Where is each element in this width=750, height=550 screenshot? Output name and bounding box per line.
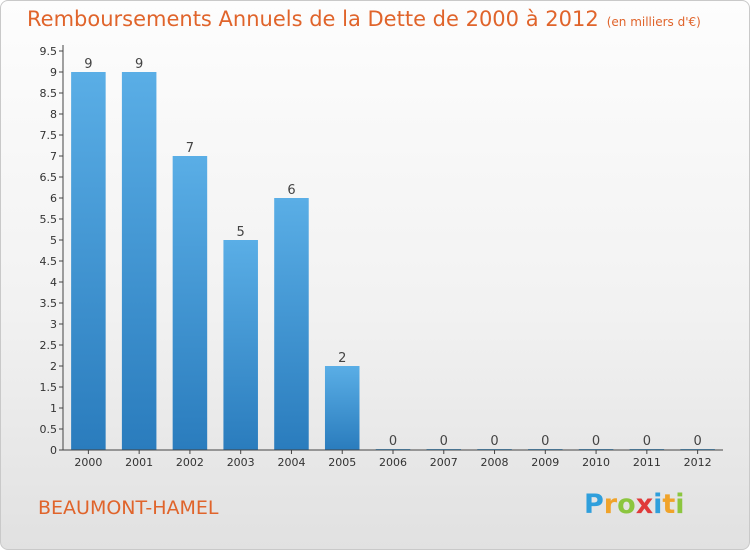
y-tick-label: 3 [50,318,57,331]
x-tick-label-2000: 2000 [74,456,102,469]
y-tick-label: 0.5 [40,423,58,436]
bar-2001 [121,72,157,450]
chart-subtitle: (en milliers d'€) [606,15,701,29]
data-label-2003: 5 [237,225,245,240]
x-tick-label-2007: 2007 [430,456,458,469]
data-label-2002: 7 [186,141,194,156]
bars [71,72,715,450]
logo-letter: r [603,489,618,520]
x-tick-label-2006: 2006 [379,456,407,469]
y-tick-label: 1.5 [40,381,58,394]
y-tick-label: 1 [50,402,57,415]
x-tick-label-2002: 2002 [176,456,204,469]
data-label-2004: 6 [287,183,295,198]
commune-name: BEAUMONT-HAMEL [38,497,219,519]
y-axis: 0 0.5 1 1.5 2 2.5 3 3.5 4 4.5 5 5.5 6 6.5 7 7.5 8 8.5 9 9.5 [40,45,64,457]
y-tick-label: 3.5 [40,297,58,310]
y-tick-label: 5.5 [40,213,58,226]
data-label-2012: 0 [693,434,701,449]
bar-2005 [324,366,360,450]
logo-letter: i [653,489,663,520]
logo-letter: i [675,489,685,520]
data-label-2010: 0 [592,434,600,449]
y-tick-label: 4.5 [40,255,58,268]
y-tick-label: 9 [50,66,57,79]
x-tick-label-2004: 2004 [277,456,305,469]
y-tick-label: 7 [50,150,57,163]
logo-letter: x [635,489,654,520]
data-label-2006: 0 [389,434,397,449]
data-label-2008: 0 [490,434,498,449]
x-tick-label-2005: 2005 [328,456,356,469]
y-tick-label: 2.5 [40,339,58,352]
x-tick-label-2009: 2009 [531,456,559,469]
data-label-2005: 2 [338,351,346,366]
bar-2000 [71,72,106,450]
logo-letter: t [662,489,676,520]
y-tick-label: 6 [50,192,57,205]
bar-2002 [172,156,208,450]
x-tick-label-2012: 2012 [684,456,712,469]
y-tick-label: 4 [50,276,57,289]
y-tick-label: 7.5 [40,129,58,142]
y-tick-label: 2 [50,360,57,373]
y-tick-label: 6.5 [40,171,58,184]
proxiti-logo: Proxiti [584,489,685,520]
chart-title: Remboursements Annuels de la Dette de 20… [27,7,701,31]
logo-letter: P [584,489,604,520]
data-label-2007: 0 [440,434,448,449]
x-tick-label-2011: 2011 [633,456,661,469]
y-tick-label: 8 [50,108,57,121]
x-tick-label-2008: 2008 [481,456,509,469]
x-tick-label-2001: 2001 [125,456,153,469]
data-label-2011: 0 [643,434,651,449]
data-label-2001: 9 [135,57,143,72]
x-tick-label-2010: 2010 [582,456,610,469]
data-labels: 9 9 7 5 6 2 0 0 0 0 0 0 0 [84,57,702,449]
y-tick-label: 8.5 [40,87,58,100]
x-tick-label-2003: 2003 [227,456,255,469]
y-tick-label: 9.5 [40,45,58,58]
chart-title-text: Remboursements Annuels de la Dette de 20… [27,7,599,31]
y-tick-label: 0 [50,444,57,457]
bar-2004 [274,198,309,450]
x-axis: 2000 2001 2002 2003 2004 2005 2006 2007 2008 2009… [63,449,723,469]
bar-2003 [223,240,258,450]
y-tick-label: 5 [50,234,57,247]
logo-letter: o [617,489,636,520]
data-label-2000: 9 [84,57,92,72]
data-label-2009: 0 [541,434,549,449]
